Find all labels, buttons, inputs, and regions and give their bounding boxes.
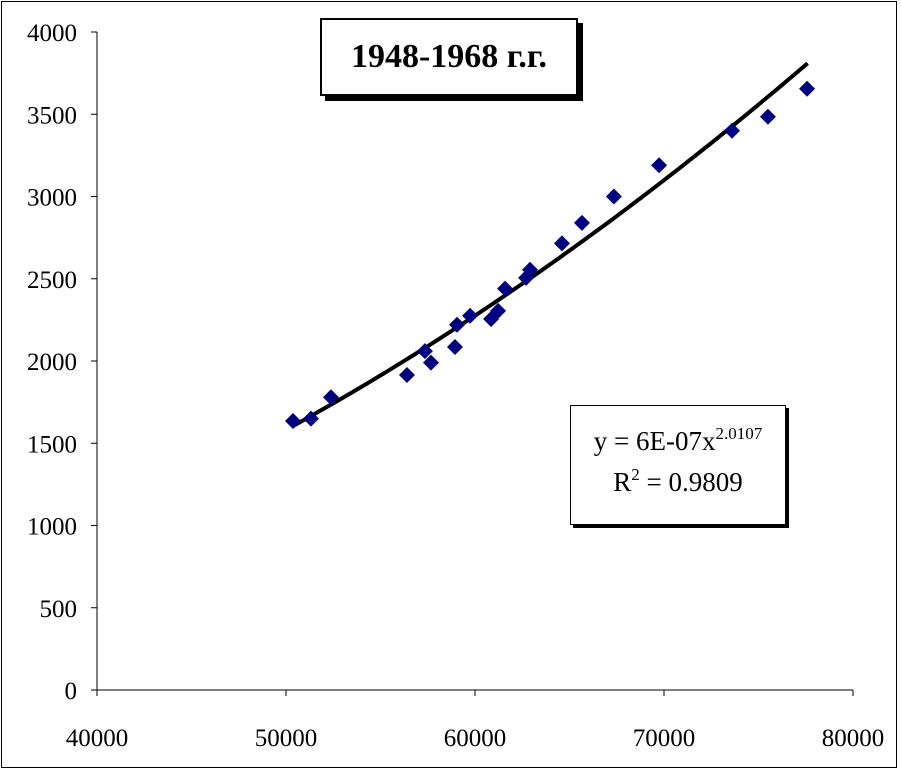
x-tick-label: 60000 <box>444 725 507 752</box>
data-point <box>422 354 439 371</box>
data-point <box>521 261 538 278</box>
y-tick-label: 1000 <box>27 514 77 541</box>
data-point <box>724 122 741 139</box>
data-point <box>605 188 622 205</box>
data-point <box>651 157 668 174</box>
data-point <box>302 410 319 427</box>
x-tick-label: 80000 <box>822 725 885 752</box>
data-point <box>284 413 301 430</box>
trendline-equation-box: y = 6E-07x2.0107 R2 = 0.9809 <box>570 405 786 525</box>
equation-text: y = 6E-07x <box>593 426 716 456</box>
data-point <box>322 389 339 406</box>
trendline-equation: y = 6E-07x2.0107 <box>571 424 785 457</box>
x-tick-label: 50000 <box>255 725 318 752</box>
data-point <box>446 339 463 356</box>
data-point <box>462 307 479 324</box>
data-point <box>398 366 415 383</box>
y-tick-label: 500 <box>40 596 78 623</box>
data-point <box>553 235 570 252</box>
y-tick-label: 2000 <box>27 349 77 376</box>
trendline <box>290 61 809 429</box>
r2-exponent: 2 <box>631 465 640 484</box>
x-tick-label: 70000 <box>633 725 696 752</box>
y-tick-label: 3000 <box>27 185 77 212</box>
y-tick-label: 2500 <box>27 267 77 294</box>
chart-title-text: 1948-1968 г.г. <box>350 38 548 75</box>
r2-label: R <box>613 467 632 497</box>
data-point <box>497 280 514 297</box>
data-point <box>799 80 816 97</box>
data-point <box>490 302 507 319</box>
data-point <box>449 316 466 333</box>
y-tick-label: 3500 <box>27 102 77 129</box>
equation-exponent: 2.0107 <box>715 424 763 443</box>
r2-value: = 0.9809 <box>639 467 743 497</box>
chart-title: 1948-1968 г.г. <box>320 18 578 96</box>
r-squared: R2 = 0.9809 <box>571 465 785 498</box>
data-point <box>759 108 776 125</box>
data-point <box>416 343 433 360</box>
x-tick-label: 40000 <box>66 725 129 752</box>
y-tick-label: 0 <box>65 678 78 705</box>
y-tick-label: 1500 <box>27 431 77 458</box>
data-point <box>573 214 590 231</box>
y-tick-label: 4000 <box>27 20 77 47</box>
